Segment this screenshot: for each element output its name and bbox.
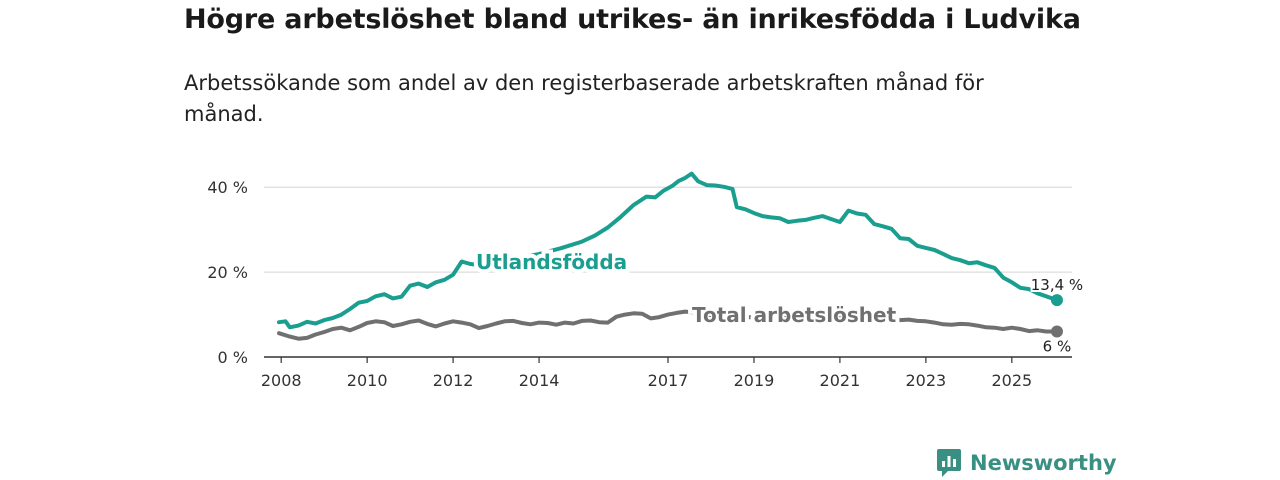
y-axis-labels: 0 % 20 % 40 % [207,178,248,367]
y-tick-label: 40 % [207,178,248,197]
y-tick-label: 0 % [218,348,248,367]
end-point-utlandsfodda [1050,294,1063,307]
annotation-utlandsfodda: Utlandsfödda [476,250,627,274]
x-tick-label: 2008 [261,371,302,390]
x-tick-label: 2012 [433,371,474,390]
x-tick-label: 2010 [347,371,388,390]
series-line-utlandsfodda [277,171,1059,330]
x-tick-label: 2023 [906,371,947,390]
x-tick-label: 2025 [991,371,1032,390]
chart-subtitle: Arbetssökande som andel av den registerb… [184,71,984,126]
y-tick-label: 20 % [207,263,248,282]
x-axis: 2008 2010 2012 2014 2017 2019 2021 2023 2025 [261,356,1072,390]
bar-chart-logo-icon [937,449,961,477]
series-line-total [277,309,1059,341]
x-tick-label: 2019 [734,371,775,390]
x-tick-label: 2021 [820,371,861,390]
series-annotations: 13,4 % 6 % Utlandsfödda Total arbetslöshet [472,246,1085,358]
x-tick-label: 2014 [519,371,560,390]
series-lines [277,171,1063,341]
annotation-total: Total arbetslöshet [692,303,897,327]
newsworthy-logo: Newsworthy [936,448,1117,478]
chart-title: Högre arbetslöshet bland utrikes- än inr… [184,4,1081,35]
end-label-total: 6 % [1043,338,1072,356]
end-label-utlandsfodda: 13,4 % [1031,276,1083,294]
x-tick-label: 2017 [648,371,689,390]
end-point-total [1050,325,1063,338]
brand-name: Newsworthy [970,451,1117,475]
